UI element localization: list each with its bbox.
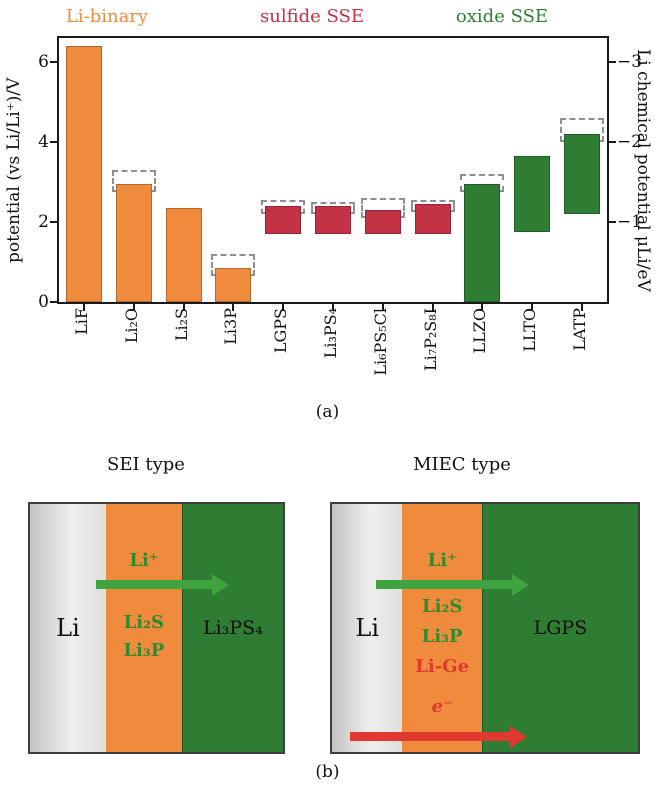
x-tick-label-LiF: LiF	[71, 308, 91, 335]
interphase-region: Li⁺ Li₂S Li₃P	[105, 504, 182, 752]
li-ion-label: Li⁺	[427, 550, 457, 571]
interphase-product-label: Li₂S	[421, 596, 463, 617]
bar-Li₆PS₅Cl	[364, 210, 401, 234]
x-axis-tick-mark	[381, 304, 384, 311]
x-axis-tick-mark	[82, 304, 85, 311]
li-anode-label: Li	[56, 614, 80, 642]
bar-Li3P	[215, 268, 252, 302]
plot-area: 0 2 4 6 −1 −2 −3	[38, 36, 642, 312]
x-tick-label-Li₇P₂S₈I: Li₇P₂S₈I	[420, 308, 440, 372]
group-label-sulfide-sse: sulfide SSE	[260, 6, 364, 27]
electron-flow-arrow	[350, 725, 527, 748]
interphase-product-label: Li₃P	[123, 640, 165, 661]
x-tick-label-LGPS: LGPS	[271, 308, 291, 354]
x-axis-tick-mark	[332, 304, 334, 311]
li-ion-flow-arrow	[376, 573, 529, 596]
x-axis-tick-mark	[481, 304, 484, 311]
x-tick-label-Li3P: Li3P	[221, 308, 241, 345]
y-axis-tick-label: 2	[38, 212, 49, 232]
panel-a: Li-binary sulfide SSE oxide SSE potentia…	[4, 6, 653, 422]
sei-type-diagram: Li Li⁺ Li₂S Li₃P Li₃PS₄	[28, 502, 285, 754]
y-axis-tick-mark	[50, 301, 57, 303]
y-axis-tick-mark	[50, 221, 57, 223]
electrolyte-label: Li₃PS₄	[203, 617, 263, 639]
group-label-li-binary: Li-binary	[65, 6, 149, 27]
interphase-product-label: Li₂S	[123, 612, 165, 633]
right-axis-tick-label: −2	[617, 132, 643, 152]
y-axis-label-left: potential (vs Li/Li⁺)/V	[4, 77, 24, 263]
li-anode-label: Li	[355, 614, 379, 642]
bar-LLZO	[464, 184, 501, 302]
x-tick-label-Li₆PS₅Cl: Li₆PS₅Cl	[370, 308, 390, 376]
bar-LiF	[65, 46, 102, 302]
bar-Li₂O	[115, 184, 152, 302]
interphase-region: Li⁺ Li₂S Li₃P Li-Ge e⁻	[402, 504, 482, 752]
interphase-product-label-red: Li-Ge	[415, 656, 470, 677]
x-tick-label-Li₂S: Li₂S	[171, 308, 191, 342]
x-axis-tick-mark	[531, 304, 534, 311]
miec-type-diagram: Li Li⁺ Li₂S Li₃P Li-Ge e⁻ LGPS	[330, 502, 640, 754]
x-axis-tick-mark	[132, 304, 135, 311]
caption-a: (a)	[315, 402, 340, 422]
caption-b: (b)	[315, 762, 340, 782]
bar-Li₇P₂S₈I	[414, 204, 451, 234]
electrolyte-region: LGPS	[481, 504, 638, 752]
y-axis-tick-label: 4	[38, 132, 49, 152]
x-axis-tick-mark	[581, 304, 584, 311]
right-axis-tick-mark	[609, 141, 616, 143]
x-tick-label-LLTO: LLTO	[520, 308, 540, 352]
bar-LLTO	[514, 156, 551, 232]
right-axis-tick-label: −1	[617, 212, 643, 232]
x-axis-tick-mark	[431, 304, 434, 311]
bar-LATP	[564, 134, 601, 214]
diagram-title-sei: SEI type	[107, 454, 185, 475]
li-anode-region: Li	[332, 504, 403, 752]
x-tick-label-LLZO: LLZO	[470, 308, 490, 354]
x-tick-label-Li₃PS₄: Li₃PS₄	[321, 308, 340, 359]
x-tick-label-Li₂O: Li₂O	[121, 308, 141, 344]
li-ion-label: Li⁺	[129, 550, 159, 571]
y-axis-tick-mark	[50, 61, 57, 63]
x-axis-tick-mark	[182, 304, 185, 311]
right-axis-tick-mark	[609, 221, 616, 223]
group-label-oxide-sse: oxide SSE	[455, 6, 549, 27]
x-axis-tick-mark	[282, 304, 285, 311]
x-axis-labels: LiF Li₂O Li₂S Li3P LGPS Li₃PS₄ Li₆PS₅Cl Li₇P₂S₈…	[57, 308, 605, 410]
y-axis-label-right: Li chemical potential μLi/eV	[633, 48, 653, 292]
electrolyte-region: Li₃PS₄	[181, 504, 283, 752]
y-axis-tick-label: 6	[38, 52, 49, 72]
right-axis-tick-mark	[609, 61, 616, 63]
electron-label: e⁻	[431, 696, 453, 717]
y-axis-tick-mark	[50, 141, 57, 143]
bar-Li₂S	[165, 208, 202, 302]
interphase-product-label: Li₃P	[421, 626, 463, 647]
bar-Li₃PS₄	[315, 206, 351, 234]
li-anode-region: Li	[30, 504, 106, 752]
x-axis-tick-mark	[232, 304, 235, 311]
diagram-title-miec: MIEC type	[413, 454, 511, 475]
x-tick-label-LATP: LATP	[570, 308, 590, 351]
li-ion-flow-arrow	[96, 573, 229, 596]
y-axis-tick-label: 0	[38, 292, 49, 312]
panel-b: SEI type MIEC type Li Li⁺ Li₂S Li₃P Li₃P…	[0, 440, 655, 800]
electrolyte-label: LGPS	[533, 617, 588, 639]
right-axis-tick-label: −3	[617, 52, 643, 72]
bar-LGPS	[265, 206, 302, 234]
